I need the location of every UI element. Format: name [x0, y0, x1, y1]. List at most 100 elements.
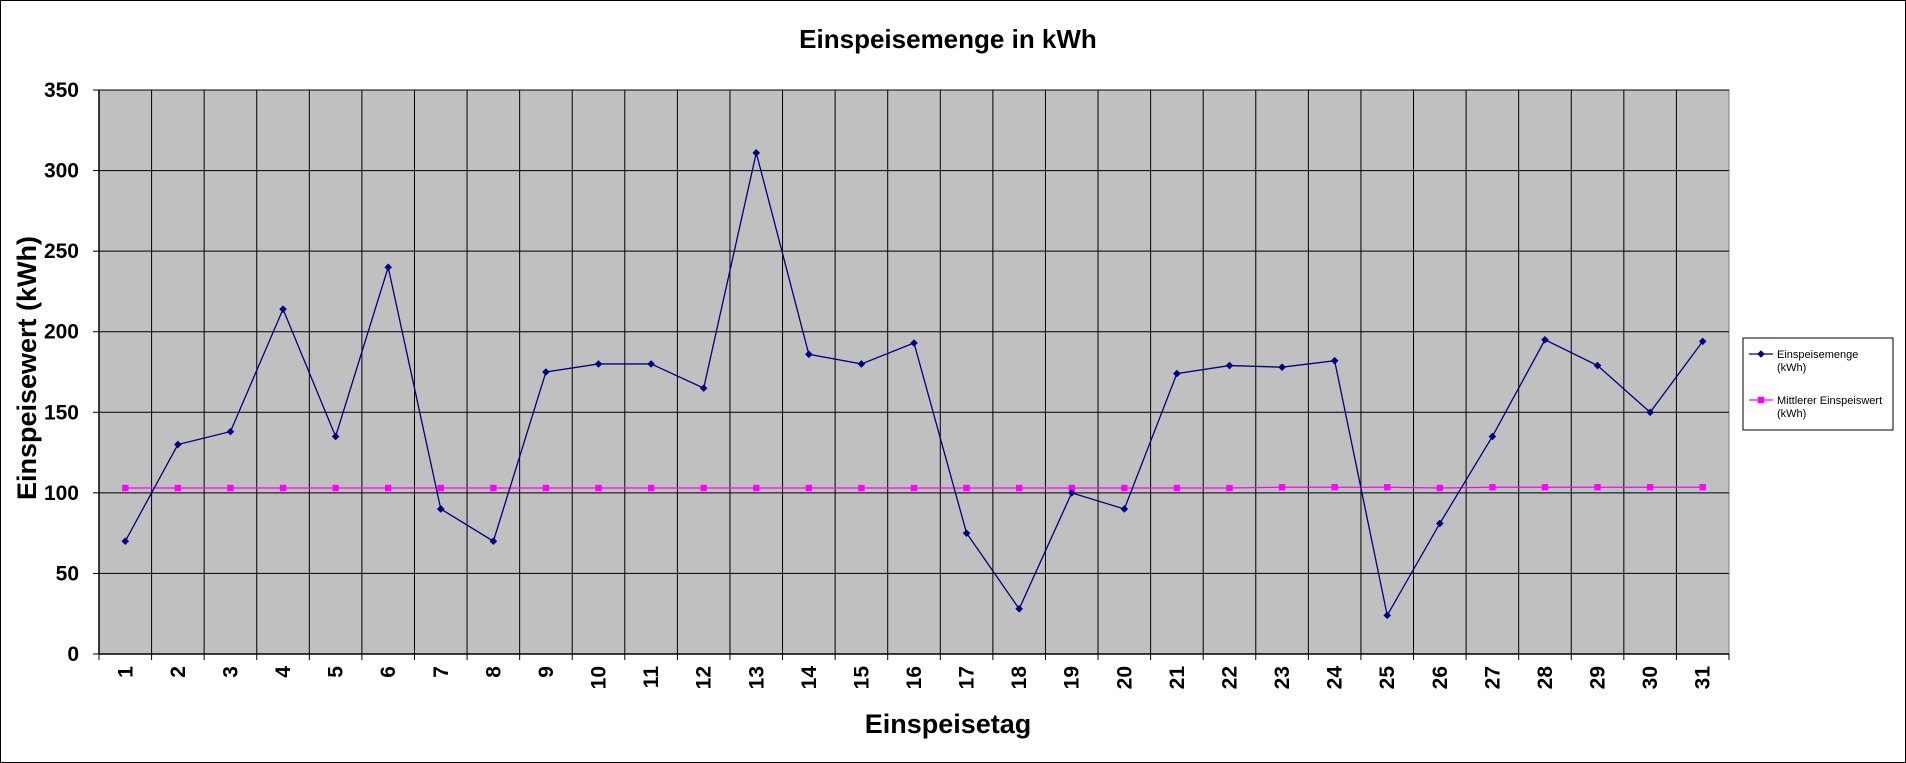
data-point	[1698, 337, 1707, 346]
data-point	[1278, 363, 1286, 371]
data-point	[1541, 335, 1549, 344]
data-point	[962, 529, 971, 537]
data-point	[1383, 611, 1392, 620]
x-tick-label: 13	[745, 666, 768, 689]
x-tick-label: 10	[588, 666, 611, 689]
data-point	[1068, 484, 1075, 492]
x-tick-label: 14	[798, 666, 821, 690]
x-tick-label: 7	[430, 666, 453, 678]
data-point	[910, 339, 918, 347]
x-tick-label: 18	[1008, 666, 1031, 690]
x-tick-label: 23	[1271, 666, 1294, 689]
data-point	[121, 537, 130, 545]
data-point	[1226, 484, 1233, 492]
data-point	[753, 484, 760, 492]
data-point	[437, 484, 444, 492]
data-point	[1384, 484, 1391, 491]
x-tick-label: 26	[1429, 666, 1452, 689]
y-tick-label: 350	[44, 79, 79, 102]
legend-label: (kWh)	[1777, 362, 1806, 374]
data-point	[1593, 361, 1602, 370]
data-point	[1646, 408, 1654, 417]
data-point	[963, 484, 970, 492]
data-point	[279, 305, 287, 313]
data-point	[174, 484, 182, 492]
data-point	[805, 350, 813, 359]
series-1	[121, 149, 1707, 620]
data-point	[805, 484, 813, 492]
data-point	[331, 432, 340, 441]
data-point	[174, 440, 182, 449]
data-point	[647, 360, 655, 368]
data-point	[489, 537, 498, 545]
y-tick-label: 150	[44, 401, 79, 424]
data-point	[1330, 356, 1339, 365]
x-tick-label: 24	[1324, 666, 1347, 690]
data-point	[227, 484, 234, 492]
data-point	[1225, 361, 1234, 370]
x-tick-label: 4	[272, 666, 295, 678]
data-point	[1067, 489, 1076, 497]
data-point	[1331, 484, 1338, 491]
x-tick-label: 5	[325, 666, 348, 678]
data-point	[1173, 484, 1181, 492]
data-point	[1121, 484, 1128, 492]
x-tick-label: 29	[1587, 666, 1610, 689]
data-point	[384, 263, 392, 272]
x-axis-title: Einspeisetag	[865, 709, 1032, 739]
x-tick-label: 16	[903, 666, 926, 689]
x-tick-label: 8	[482, 666, 505, 678]
data-point	[1436, 484, 1444, 492]
y-tick-label: 300	[44, 160, 79, 183]
x-tick-label: 9	[535, 666, 558, 678]
y-tick-label: 250	[44, 240, 79, 263]
x-tick-label: 11	[640, 666, 663, 689]
legend-box	[1742, 337, 1894, 431]
y-tick-label: 50	[56, 562, 79, 585]
data-point	[910, 484, 918, 492]
grid-lines	[99, 89, 1729, 654]
data-point	[1278, 484, 1286, 491]
legend-marker	[1757, 350, 1765, 358]
data-point	[647, 484, 655, 492]
legend-label: (kWh)	[1777, 408, 1806, 420]
data-point	[542, 368, 550, 376]
y-tick-label: 100	[44, 482, 79, 505]
data-point	[1015, 605, 1023, 613]
data-point	[1489, 484, 1496, 491]
data-point	[594, 360, 603, 368]
x-tick-label: 3	[219, 666, 242, 678]
data-point	[226, 427, 235, 436]
data-point	[1646, 484, 1654, 491]
chart-title: Einspeisemenge in kWh	[799, 24, 1097, 54]
x-tick-label: 20	[1113, 666, 1136, 689]
data-point	[490, 484, 497, 492]
x-tick-label: 15	[850, 666, 873, 690]
x-tick-label: 22	[1218, 666, 1241, 689]
x-tick-label: 1	[114, 666, 137, 678]
data-point	[1488, 432, 1497, 441]
data-point	[1173, 369, 1181, 378]
data-point	[436, 505, 445, 513]
plot-area	[98, 89, 1730, 655]
x-tick-label: 6	[377, 666, 400, 678]
x-tick-label: 17	[956, 666, 979, 689]
legend: Einspeisemenge(kWh)Mittlerer Einspeiswer…	[1742, 337, 1894, 431]
data-point	[700, 484, 707, 492]
x-tick-label: 21	[1166, 666, 1189, 690]
x-tick-label: 19	[1061, 666, 1084, 689]
series-2	[122, 484, 1706, 492]
data-point	[1015, 484, 1023, 492]
x-tick-label: 27	[1481, 666, 1504, 689]
legend-label: Einspeisemenge	[1777, 349, 1858, 361]
series-group	[121, 149, 1707, 620]
data-point	[1594, 484, 1601, 491]
legend-marker	[1757, 396, 1765, 404]
y-tick-label: 200	[44, 321, 79, 344]
x-tick-label: 31	[1692, 666, 1715, 690]
data-point	[595, 484, 602, 492]
x-tick-label: 12	[693, 666, 716, 689]
